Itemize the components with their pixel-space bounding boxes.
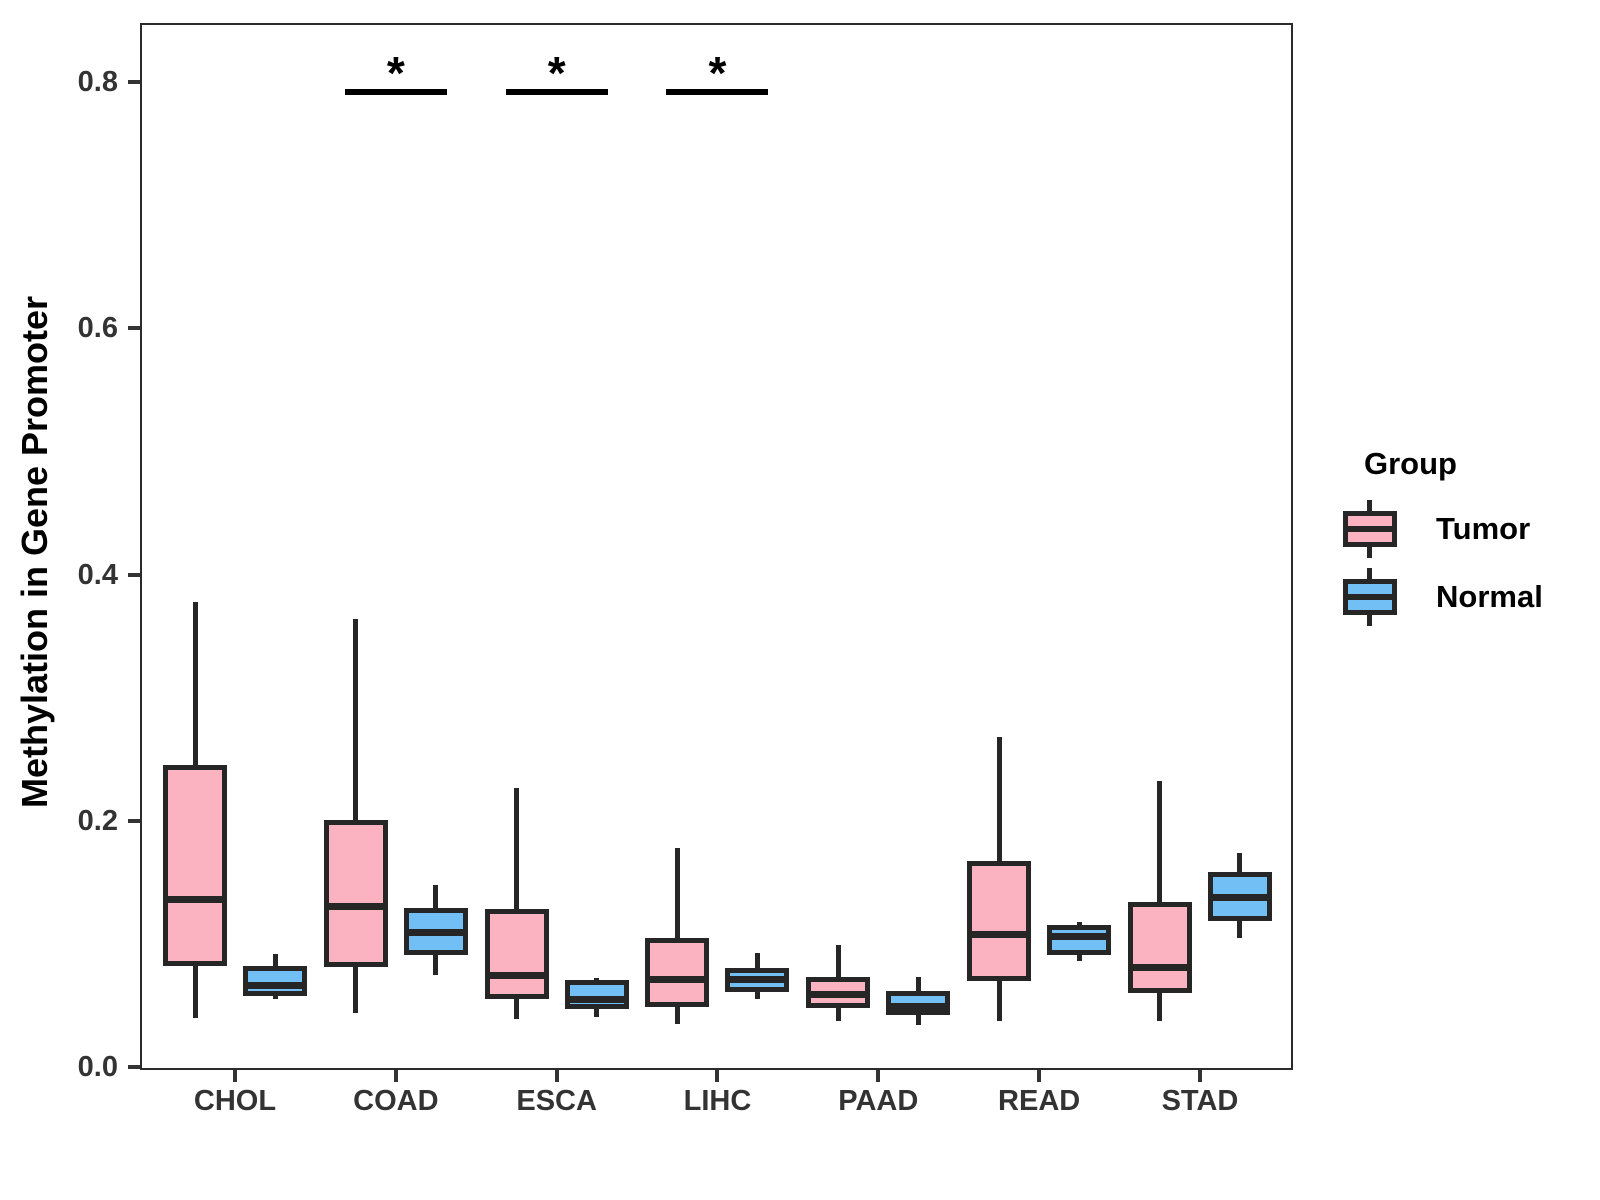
y-axis-tick-label: 0.2 (77, 804, 118, 837)
x-axis-tick (1197, 1070, 1202, 1082)
y-axis-tick (128, 572, 140, 577)
box-tumor-coad (323, 819, 388, 968)
y-axis-tick-label: 0.8 (77, 66, 118, 99)
y-axis-tick (128, 1065, 140, 1069)
significance-asterisk-coad: * (386, 47, 405, 99)
median-normal-stad (1207, 893, 1272, 901)
x-axis-tick (393, 1070, 398, 1082)
y-axis-tick (128, 818, 140, 823)
significance-bar-lihc (666, 89, 769, 95)
x-axis-tick (233, 1070, 237, 1082)
x-axis-tick-label-stad: STAD (1161, 1085, 1239, 1117)
x-axis-tick (554, 1070, 559, 1082)
whisker-tumor-esca (514, 787, 520, 1019)
x-axis-tick (1037, 1070, 1042, 1082)
box-normal-esca (564, 979, 629, 1010)
median-normal-paad (886, 1003, 951, 1011)
whisker-tumor-lihc (674, 847, 680, 1024)
plot-panel (140, 23, 1293, 1070)
box-tumor-esca (484, 909, 549, 1000)
x-axis-tick (876, 1070, 881, 1082)
legend-label-tumor: Tumor (1436, 511, 1531, 546)
median-tumor-paad (806, 990, 871, 998)
box-tumor-read (967, 861, 1032, 981)
median-tumor-stad (1127, 963, 1192, 971)
y-axis-tick-label: 0.0 (77, 1051, 118, 1083)
tumor-boxplot-key-icon (1330, 500, 1410, 558)
x-axis-tick-label-coad: COAD (353, 1085, 439, 1117)
x-axis-tick-label-lihc: LIHC (683, 1085, 752, 1117)
median-tumor-esca (484, 972, 549, 980)
legend-item-tumor: Tumor (1330, 500, 1543, 558)
median-tumor-chol (163, 896, 227, 904)
significance-bar-coad (344, 89, 447, 95)
key-median-line (1343, 594, 1397, 600)
box-tumor-chol (163, 765, 227, 967)
box-normal-read (1047, 925, 1112, 955)
y-axis-tick (128, 326, 140, 331)
median-normal-lihc (725, 976, 790, 984)
x-axis-tick-label-chol: CHOL (193, 1085, 277, 1117)
normal-boxplot-key-icon (1330, 568, 1410, 626)
median-normal-chol (243, 982, 307, 990)
box-normal-chol (243, 966, 307, 996)
significance-asterisk-lihc: * (708, 47, 727, 99)
whisker-tumor-stad (1157, 781, 1163, 1022)
key-median-line (1343, 526, 1397, 532)
legend-label-normal: Normal (1436, 579, 1543, 614)
median-normal-coad (403, 929, 468, 937)
legend: Group Tumor Normal (1330, 446, 1543, 636)
whisker-tumor-coad (353, 618, 359, 1013)
x-axis-tick-label-read: READ (998, 1085, 1081, 1117)
y-axis-tick-label: 0.6 (77, 312, 118, 345)
y-axis-tick (128, 80, 140, 85)
median-tumor-lihc (645, 976, 710, 984)
median-tumor-read (967, 930, 1032, 938)
box-normal-paad (886, 990, 951, 1016)
x-axis-tick (715, 1070, 720, 1082)
median-normal-read (1047, 933, 1112, 940)
legend-title: Group (1364, 446, 1457, 481)
median-normal-esca (564, 995, 629, 1003)
median-tumor-coad (323, 903, 388, 911)
y-axis-tick-label: 0.4 (77, 558, 118, 591)
box-tumor-lihc (645, 937, 710, 1007)
x-axis-tick-label-paad: PAAD (838, 1085, 919, 1117)
box-tumor-stad (1127, 902, 1192, 994)
x-axis-tick-label-esca: ESCA (516, 1085, 597, 1117)
legend-item-normal: Normal (1330, 568, 1543, 626)
significance-bar-esca (505, 89, 608, 95)
significance-asterisk-esca: * (547, 47, 566, 99)
